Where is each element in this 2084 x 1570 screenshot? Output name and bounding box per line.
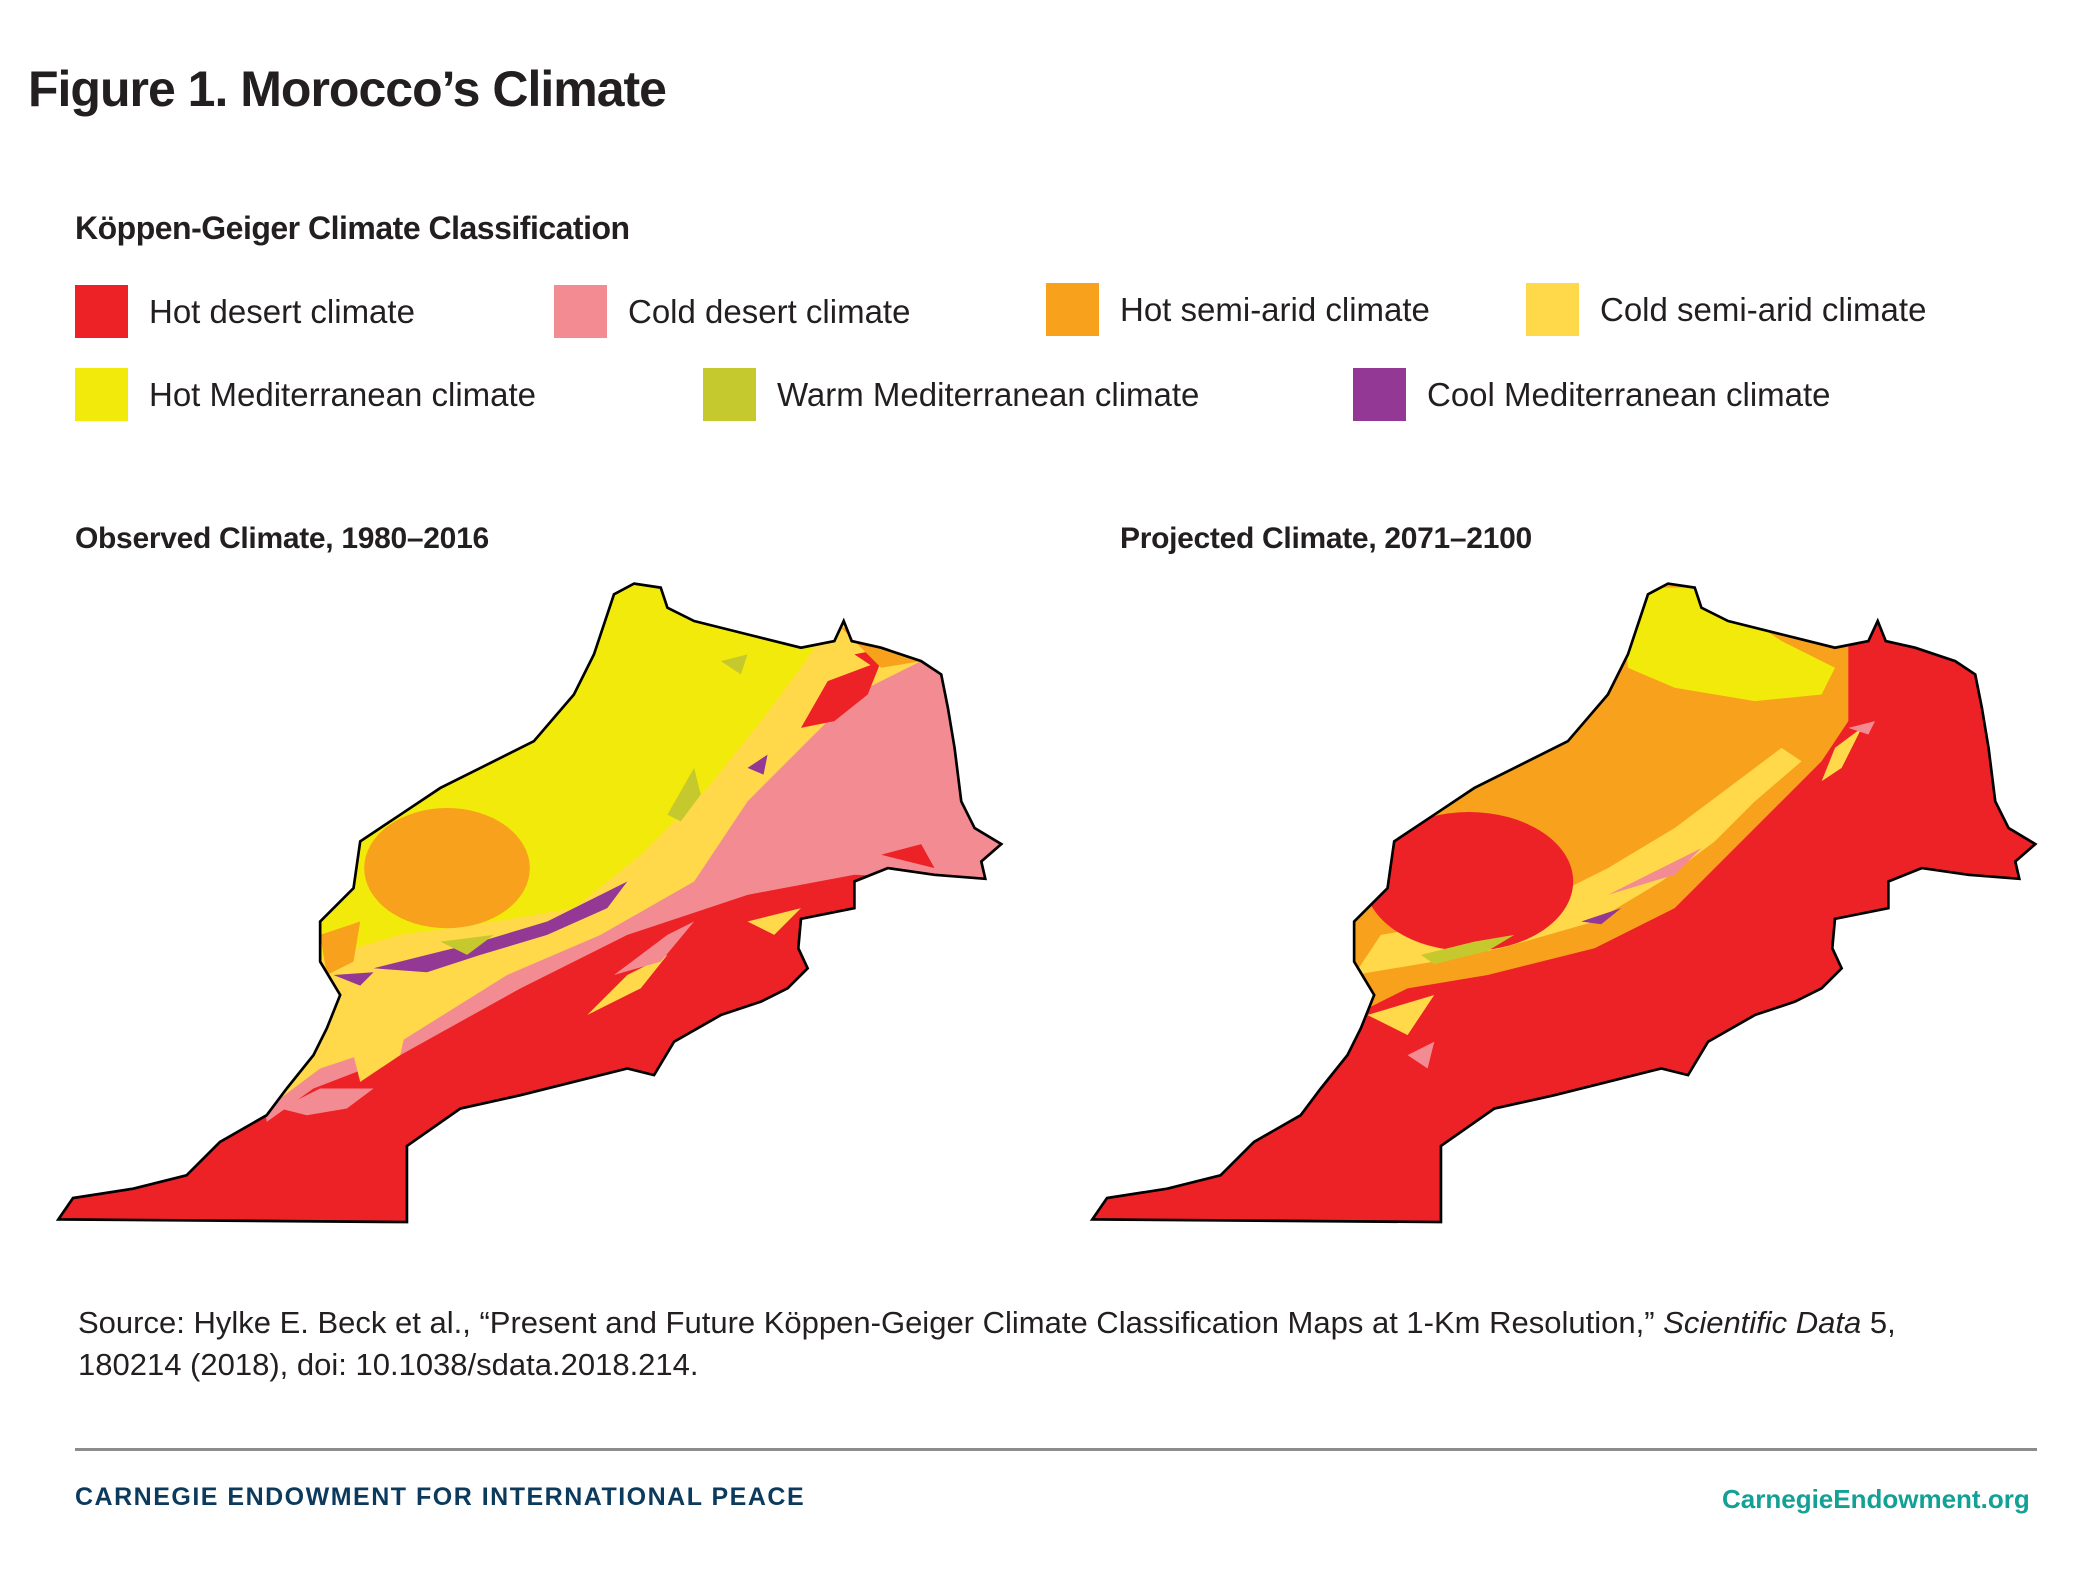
region-cool-mediterranean (1581, 908, 1622, 925)
footer-divider (75, 1448, 2037, 1451)
legend-swatch (1353, 368, 1406, 421)
source-journal: Scientific Data (1663, 1305, 1862, 1340)
region-hot-semi-arid (364, 808, 530, 929)
region-hot-desert (800, 647, 935, 869)
figure-title: Figure 1. Morocco’s Climate (28, 61, 667, 117)
source-text: Source: Hylke E. Beck et al., “Present a… (78, 1305, 1664, 1340)
legend-label: Warm Mediterranean climate (777, 375, 1200, 413)
legend-swatch (703, 368, 756, 421)
observed-climate-map (55, 582, 1004, 1224)
legend-item-cold-desert: Cold desert climate (554, 285, 910, 338)
legend-label: Hot semi-arid climate (1120, 290, 1430, 328)
source-text-end: 5, 180214 (2018), doi: 10.1038/sdata.201… (78, 1305, 1896, 1382)
legend-label: Cool Mediterranean climate (1427, 375, 1831, 413)
organization-name: CARNEGIE ENDOWMENT FOR INTERNATIONAL PEA… (75, 1483, 806, 1511)
legend-label: Hot Mediterranean climate (149, 375, 537, 413)
legend-item-cool-mediterranean: Cool Mediterranean climate (1353, 368, 1831, 421)
morocco-border (55, 582, 1004, 1224)
legend-swatch (75, 368, 128, 421)
legend-label: Cold desert climate (628, 292, 911, 330)
legend-label: Cold semi-arid climate (1600, 290, 1927, 328)
region-warm-mediterranean (440, 654, 748, 955)
website-link[interactable]: CarnegieEndowment.org (1722, 1484, 2030, 1514)
region-cold-semi-arid (1367, 727, 1862, 1036)
legend-item-hot-desert: Hot desert climate (75, 285, 415, 338)
legend-label: Hot desert climate (149, 292, 415, 330)
legend-item-hot-mediterranean: Hot Mediterranean climate (75, 368, 536, 421)
region-cold-semi-arid (346, 994, 414, 1082)
region-hot-desert (1364, 812, 1574, 951)
region-warm-mediterranean (1420, 934, 1515, 965)
legend-swatch (75, 285, 128, 338)
region-cold-desert (280, 921, 695, 1116)
region-cold-semi-arid (1354, 747, 1802, 975)
legend-swatch (554, 285, 607, 338)
legend-item-warm-mediterranean: Warm Mediterranean climate (703, 368, 1199, 421)
region-cool-mediterranean (373, 881, 628, 973)
legend-title: Köppen-Geiger Climate Classification (75, 210, 630, 246)
projected-climate-map (1089, 582, 2038, 1224)
region-hot-mediterranean (1621, 587, 1835, 702)
observed-map-title: Observed Climate, 1980–2016 (75, 522, 489, 555)
legend-item-cold-semi-arid: Cold semi-arid climate (1526, 283, 1926, 336)
morocco-border (1089, 582, 2038, 1224)
projected-map-title: Projected Climate, 2071–2100 (1120, 522, 1532, 555)
source-note: Source: Hylke E. Beck et al., “Present a… (78, 1302, 1978, 1386)
legend-swatch (1526, 283, 1579, 336)
legend-item-hot-semi-arid: Hot semi-arid climate (1046, 283, 1430, 336)
legend-swatch (1046, 283, 1099, 336)
